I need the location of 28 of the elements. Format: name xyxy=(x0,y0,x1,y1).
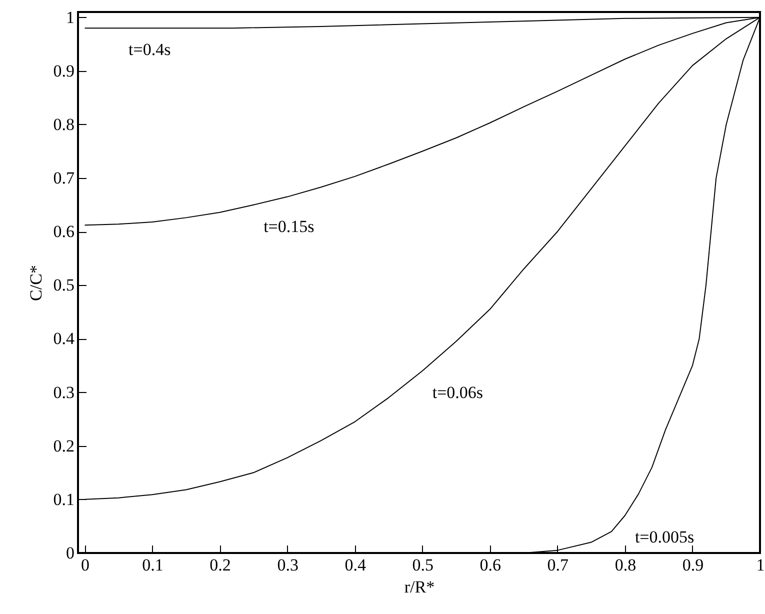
y-tick-label: 0.2 xyxy=(53,436,74,456)
x-tick-label: 0.9 xyxy=(682,556,704,574)
annotation: t=0.4s xyxy=(128,40,171,60)
annotation: t=0.005s xyxy=(634,528,694,547)
x-tick-label: 0.7 xyxy=(547,556,570,574)
x-tick-label: 0.4 xyxy=(344,556,366,574)
y-tick-label: 0.6 xyxy=(53,222,74,242)
y-tick-label: 0.5 xyxy=(53,276,74,295)
y-tick-label: 0.4 xyxy=(53,329,75,348)
x-axis-title: r/R* xyxy=(404,578,435,596)
y-tick-label: 0.7 xyxy=(53,168,75,188)
y-axis-title: C/C* xyxy=(26,265,46,301)
x-tick-label: 0.6 xyxy=(480,556,502,574)
y-tick-label: 0.9 xyxy=(53,61,74,80)
x-tick-label: 0.3 xyxy=(277,556,298,574)
y-tick-label: 0.3 xyxy=(53,382,74,402)
x-tick-label: 0.5 xyxy=(412,556,434,574)
y-tick-label: 0 xyxy=(66,544,74,562)
annotation: t=0.15s xyxy=(264,216,314,236)
x-tick-label: 1 xyxy=(756,556,765,574)
y-tick-label: 0.8 xyxy=(53,114,74,134)
x-tick-label: 0.8 xyxy=(614,556,636,574)
x-tick-label: 0 xyxy=(81,556,90,574)
x-tick-label: 0.2 xyxy=(210,556,231,574)
y-tick-label: 0.1 xyxy=(53,490,74,509)
y-tick-label: 1 xyxy=(66,8,74,27)
annotation: t=0.06s xyxy=(432,382,484,402)
x-tick-label: 0.1 xyxy=(142,556,164,574)
